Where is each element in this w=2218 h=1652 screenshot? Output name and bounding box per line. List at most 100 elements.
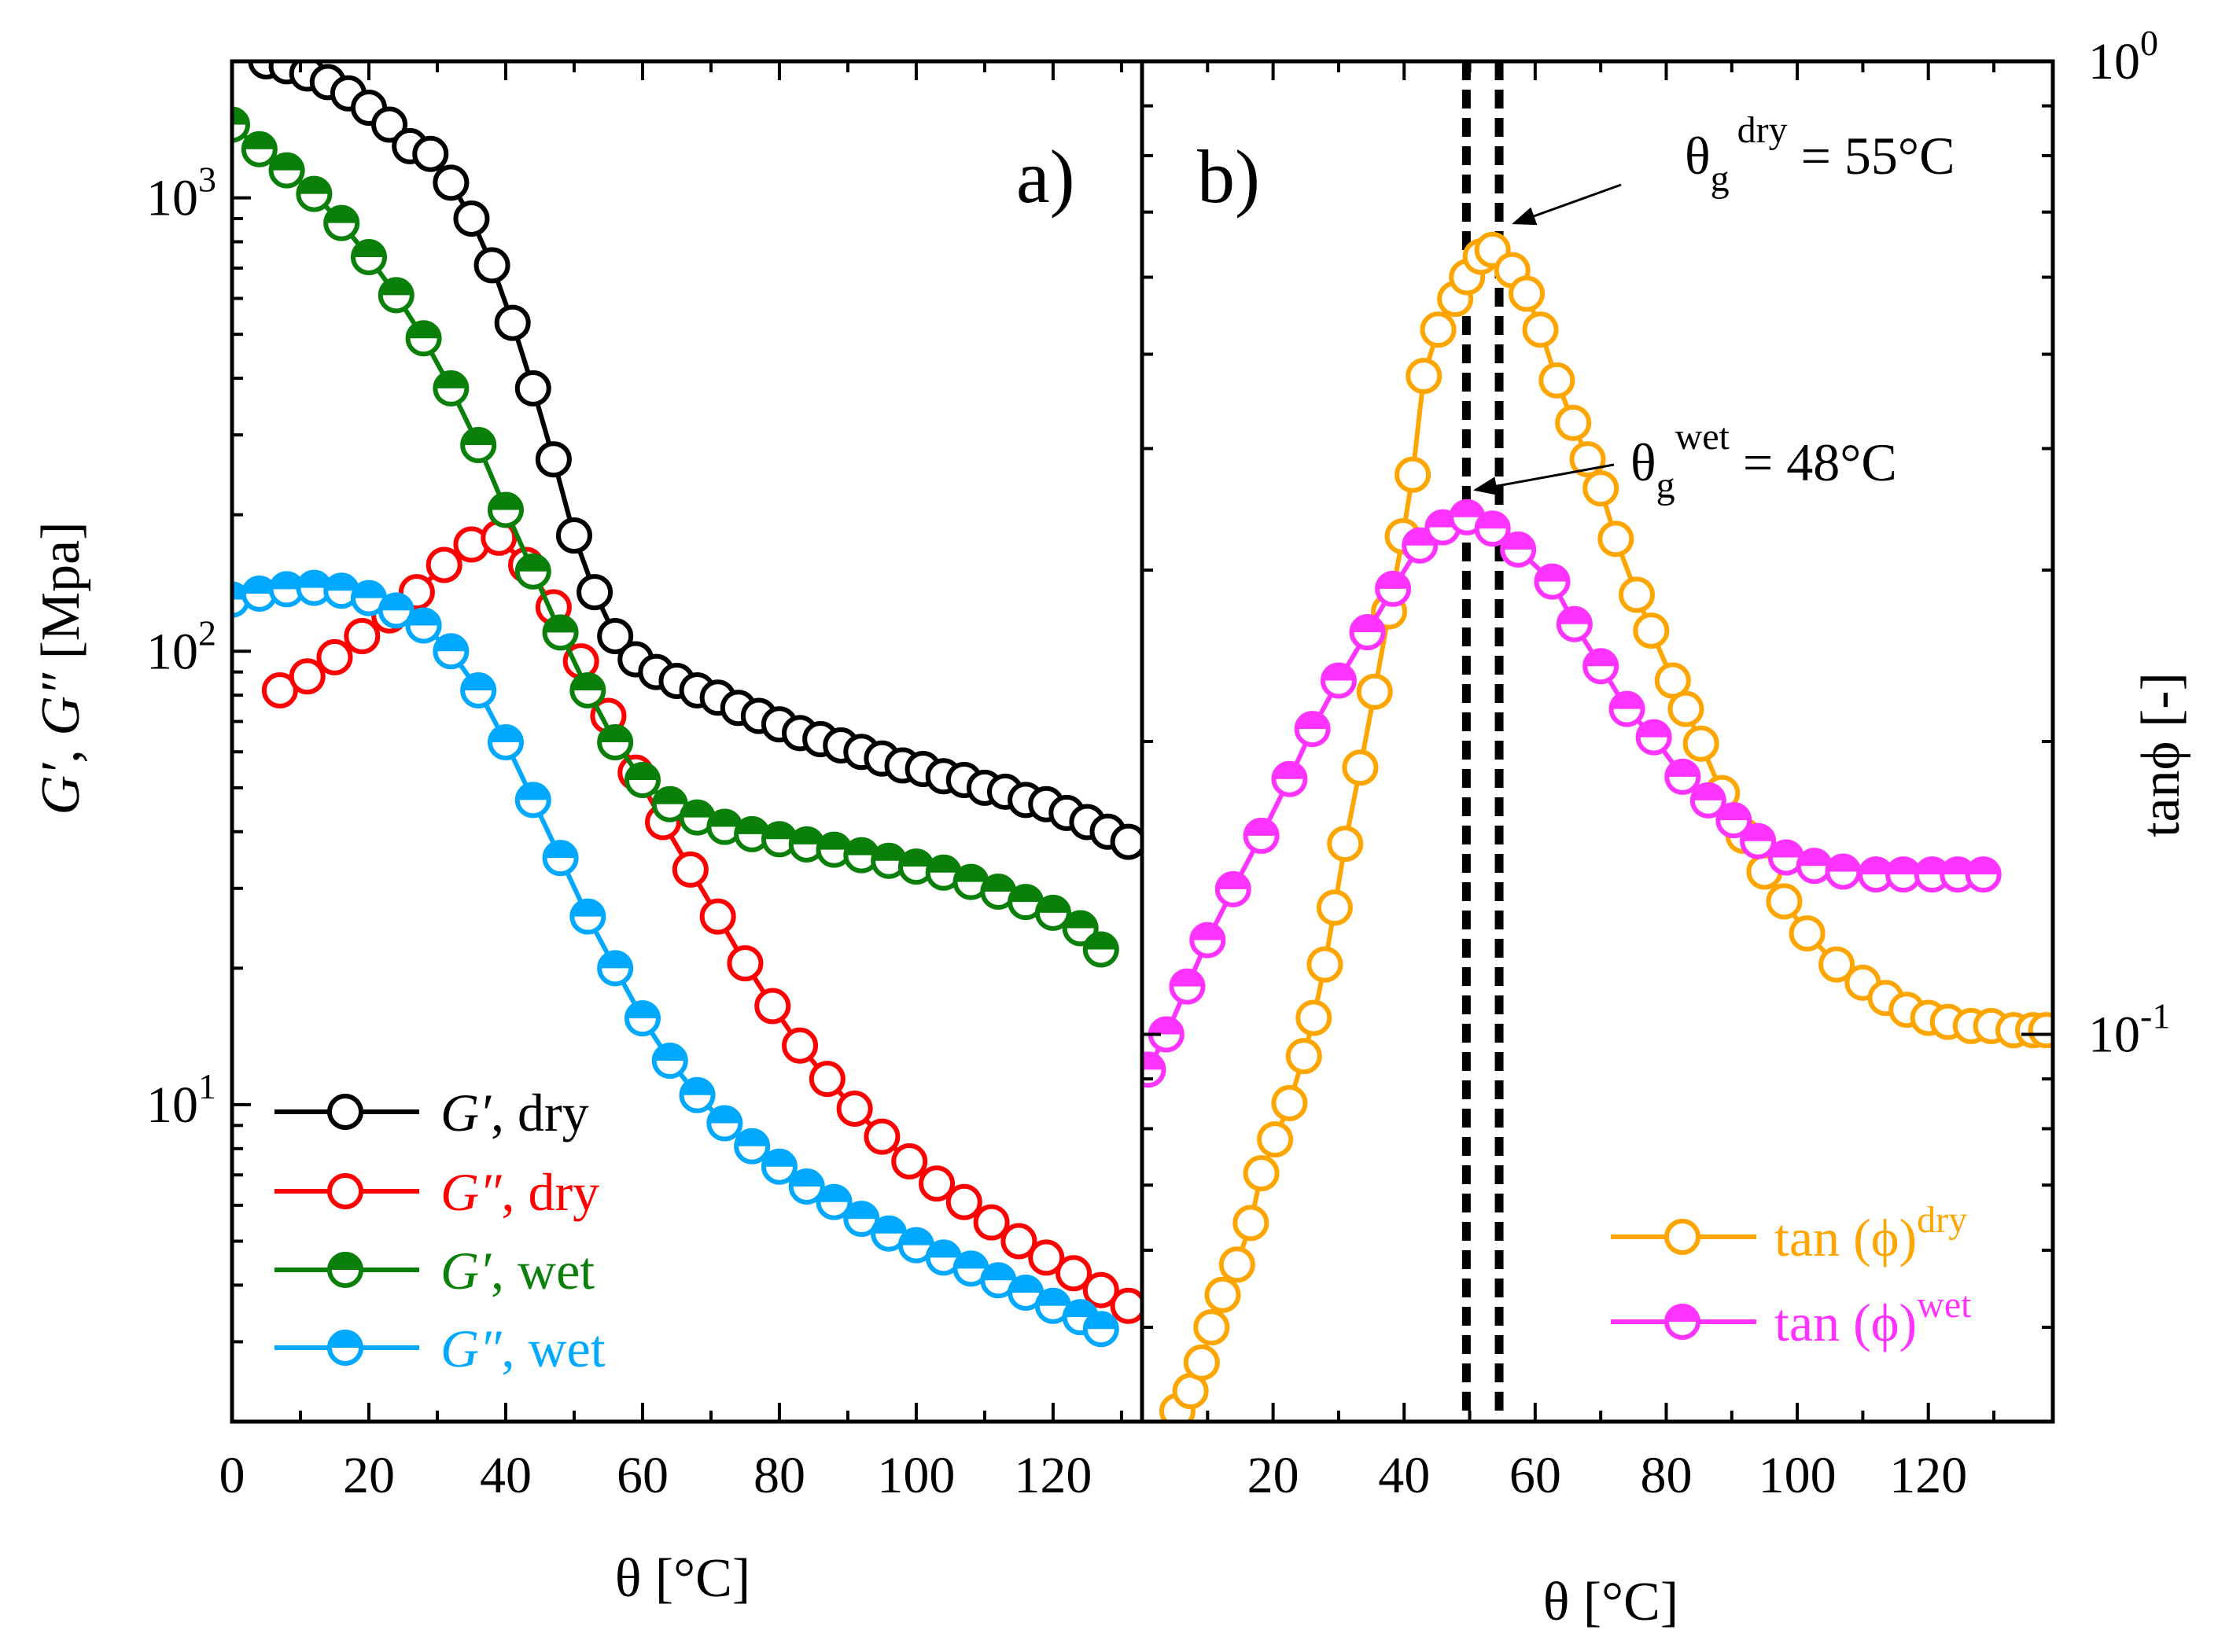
marker-outline — [433, 164, 470, 201]
marker-fill — [291, 660, 323, 693]
annot-sub: g — [1711, 158, 1730, 200]
y-tick-base: 10 — [146, 170, 198, 227]
data-point — [706, 1105, 743, 1142]
legend-symbol: G′ — [440, 1083, 492, 1142]
data-point — [1556, 605, 1593, 642]
data-point — [706, 808, 743, 845]
legend-label: G″, wet — [440, 1319, 606, 1378]
data-point — [925, 854, 962, 891]
marker-outline — [1582, 648, 1619, 685]
legend-marker — [1664, 1304, 1700, 1340]
data-point — [1715, 802, 1752, 839]
marker-fill — [476, 249, 508, 281]
marker-outline — [816, 1183, 853, 1220]
marker-outline — [398, 574, 435, 611]
marker-outline — [1474, 510, 1511, 547]
y-tick-base: 10 — [146, 1076, 198, 1134]
marker-outline — [1342, 749, 1379, 786]
annot-sup: dry — [1737, 109, 1788, 151]
marker-outline — [699, 898, 736, 935]
series-tan-dry — [1159, 231, 2053, 1422]
marker-fill — [1003, 1225, 1035, 1257]
legend-item-g-wet: G′, wet — [274, 1241, 595, 1301]
marker-fill — [1768, 885, 1800, 918]
data-point — [577, 574, 613, 611]
data-point — [1271, 760, 1308, 797]
marker-outline — [1243, 817, 1280, 854]
data-point — [1395, 456, 1431, 493]
marker-outline — [1294, 711, 1331, 748]
marker-outline — [1189, 922, 1226, 958]
marker-outline — [555, 517, 592, 554]
marker-outline — [624, 762, 661, 799]
data-point — [980, 1262, 1017, 1299]
marker-outline — [350, 239, 387, 276]
legend-label: G′, wet — [440, 1241, 595, 1301]
marker-outline — [973, 1204, 1010, 1241]
y-tick-exponent: 0 — [2140, 23, 2158, 63]
marker-fill — [1174, 1375, 1207, 1407]
data-point — [1008, 1274, 1045, 1311]
marker-outline — [1654, 662, 1691, 699]
marker-outline — [1183, 1344, 1220, 1381]
data-point — [1796, 848, 1833, 885]
marker-outline — [1062, 910, 1099, 947]
marker-outline — [1597, 521, 1634, 557]
data-point — [782, 1027, 819, 1064]
marker-outline — [535, 441, 572, 478]
data-point — [1008, 884, 1045, 921]
marker-fill — [1557, 407, 1590, 439]
data-point — [945, 1183, 982, 1220]
legend-item-g-dry: G′, dry — [274, 1083, 589, 1142]
data-point — [1825, 853, 1862, 890]
data-point — [672, 851, 709, 888]
y-tick-exponent: 2 — [198, 613, 216, 653]
legend-marker — [327, 1252, 363, 1288]
marker-fill — [1670, 693, 1702, 725]
x-tick-label: 80 — [753, 1447, 805, 1504]
marker-outline — [1257, 1121, 1294, 1158]
data-point — [487, 491, 524, 528]
marker-outline — [706, 1105, 743, 1142]
series-line — [265, 61, 1129, 844]
marker-outline — [1556, 605, 1593, 642]
data-point — [699, 898, 736, 935]
data-point — [1789, 915, 1826, 952]
marker-outline — [514, 553, 551, 590]
data-point — [1218, 1246, 1255, 1283]
marker-outline — [1214, 870, 1251, 907]
x-tick-label: 20 — [343, 1447, 395, 1504]
data-point — [494, 304, 531, 341]
series-tan-wet — [1142, 499, 2002, 1088]
marker-outline — [1218, 1246, 1255, 1283]
y-title-unit: [Mpa] — [31, 521, 91, 672]
marker-outline — [542, 840, 579, 877]
marker-outline — [405, 320, 442, 357]
data-point — [542, 614, 579, 651]
data-point — [1667, 690, 1704, 727]
marker-outline — [289, 658, 326, 695]
data-point — [788, 826, 825, 863]
marker-fill — [729, 947, 761, 980]
marker-fill — [517, 372, 549, 404]
data-point — [1885, 856, 1922, 893]
marker-outline — [761, 1148, 798, 1185]
data-point — [624, 762, 661, 799]
x-axis-title-a: θ [°C] — [615, 1548, 750, 1609]
marker-outline — [1664, 758, 1701, 795]
y-tick-label: 100 — [2088, 23, 2158, 90]
legend-symbol: tan (ϕ) — [1774, 1208, 1917, 1268]
marker-outline — [487, 491, 524, 528]
marker-outline — [1306, 946, 1343, 983]
data-point — [1633, 612, 1670, 649]
data-point — [514, 782, 551, 819]
data-point — [241, 575, 278, 612]
marker-fill — [1259, 1124, 1291, 1156]
data-point — [679, 1076, 716, 1113]
marker-outline — [1500, 531, 1537, 568]
data-point — [350, 239, 387, 276]
marker-outline — [327, 1173, 363, 1209]
marker-fill — [496, 307, 529, 339]
data-point — [316, 638, 353, 675]
